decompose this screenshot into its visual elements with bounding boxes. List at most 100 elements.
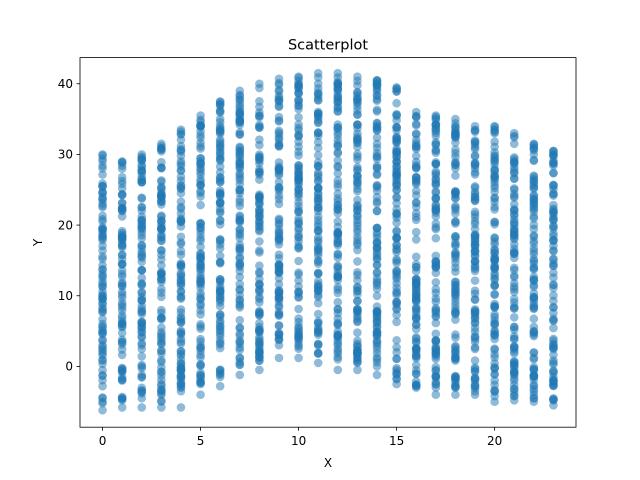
data-point [392,167,401,177]
data-point [274,96,284,105]
data-point [353,132,362,142]
data-point [157,277,166,287]
data-point [392,297,401,307]
data-point [509,332,519,341]
data-point [490,172,499,182]
data-point [294,268,303,277]
data-point [117,259,127,269]
data-point [509,304,519,313]
data-point [431,193,441,203]
data-point [176,308,186,317]
data-point [392,335,401,345]
data-point [137,301,147,311]
data-point [470,306,480,316]
data-point [215,381,225,391]
data-point [509,376,519,385]
data-point [235,323,245,333]
y-tick-label: 0 [65,360,73,374]
data-point [490,256,499,265]
data-point [313,203,323,212]
data-point [235,101,245,111]
data-point [549,323,558,333]
data-point [235,259,245,269]
data-point [294,147,303,156]
data-point [176,261,186,271]
data-point [509,272,519,282]
data-point [353,270,362,280]
data-point [274,164,284,174]
data-point [176,292,186,301]
data-point [333,297,343,307]
data-point [294,193,303,202]
data-point [117,228,127,238]
data-point [176,316,186,325]
data-point [392,209,401,218]
data-point [117,161,127,171]
data-point [235,360,245,370]
data-point [157,330,166,339]
data-point [509,133,519,142]
data-point [411,120,421,130]
data-point [470,252,480,261]
data-point [157,269,166,279]
data-point [490,281,499,291]
data-point [98,224,107,234]
data-point [255,225,264,235]
x-tick-label: 5 [197,434,205,448]
data-point [392,317,401,327]
data-point [117,198,127,208]
data-point [509,263,519,273]
data-point [294,276,303,285]
data-point [196,170,205,180]
data-point [137,265,147,275]
data-point [313,128,323,137]
data-point [294,112,303,122]
data-point [313,339,323,349]
data-point [215,277,225,287]
data-point [117,250,127,260]
data-point [470,126,480,135]
data-point [333,169,343,178]
data-point [157,379,166,389]
data-point [157,397,166,407]
data-point [294,233,303,242]
data-point [451,238,460,248]
data-point [196,200,205,210]
data-point [196,261,205,271]
x-tick-label: 10 [291,434,306,448]
data-point [117,345,127,354]
data-point [353,342,362,351]
data-point [313,143,323,153]
data-point [117,184,127,193]
data-point [157,371,166,380]
data-point [411,350,421,360]
data-point [372,206,382,216]
data-point [333,124,343,134]
data-point [392,244,401,253]
data-point [411,208,421,218]
data-point [490,345,499,354]
data-point [333,200,343,210]
data-point [117,290,127,299]
data-point [176,239,186,249]
data-point [431,318,441,328]
data-point [137,352,147,361]
data-point [98,375,107,385]
data-point [490,183,499,193]
data-point [392,272,401,282]
data-point [215,372,225,382]
data-point [372,254,382,264]
data-point [549,189,558,199]
data-point [431,336,441,345]
data-point [353,90,362,100]
data-point [294,304,303,314]
data-point [392,374,401,384]
data-point [411,305,421,315]
data-point [451,119,460,128]
data-point [196,343,205,352]
data-point [196,180,205,190]
data-point [470,276,480,285]
data-point [470,374,480,384]
data-point [451,203,460,213]
data-point [235,110,245,119]
